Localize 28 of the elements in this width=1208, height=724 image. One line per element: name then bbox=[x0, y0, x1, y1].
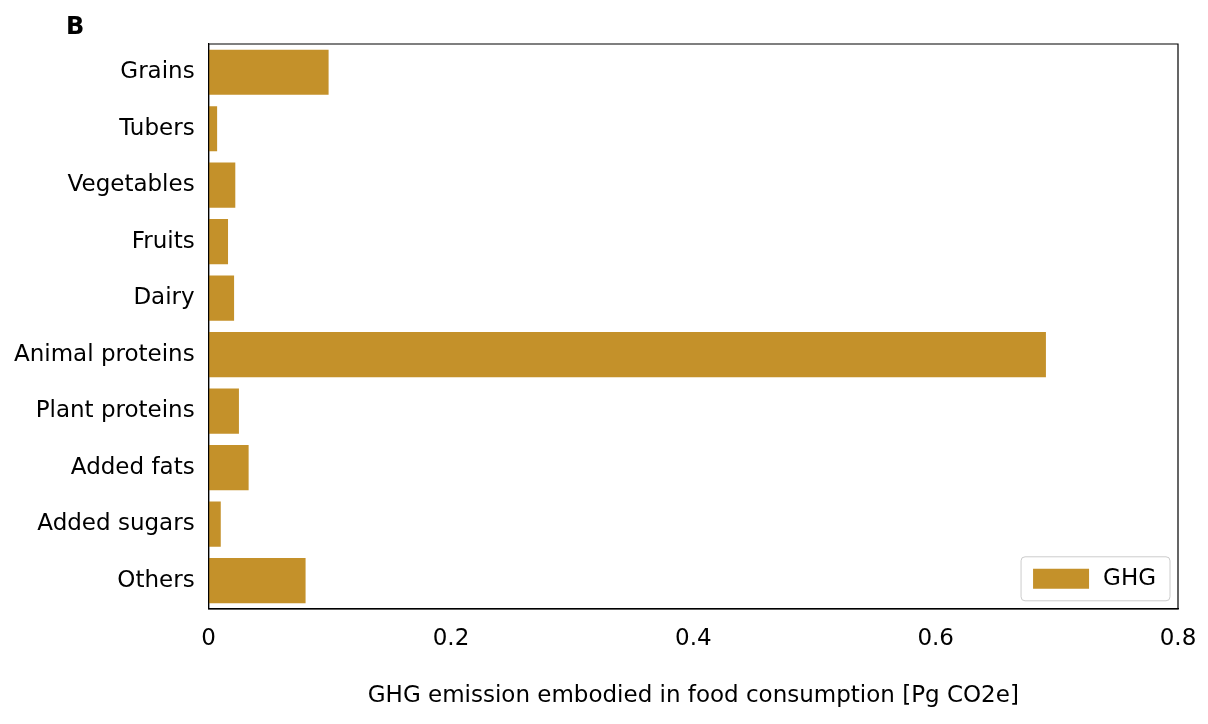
x-tick-label: 0.4 bbox=[675, 623, 712, 650]
x-tick-label: 0 bbox=[201, 623, 216, 650]
x-axis-title: GHG emission embodied in food consumption [Pg CO2e] bbox=[367, 681, 1019, 708]
y-tick-label: Animal proteins bbox=[13, 339, 195, 366]
bar bbox=[208, 501, 221, 547]
y-tick-label: Added sugars bbox=[37, 509, 195, 536]
bar bbox=[208, 49, 329, 95]
legend-label: GHG bbox=[1103, 563, 1157, 590]
bar bbox=[208, 219, 229, 265]
bar bbox=[208, 388, 239, 434]
text: B bbox=[66, 12, 85, 41]
bar bbox=[208, 162, 236, 208]
bar bbox=[208, 557, 306, 604]
bar bbox=[208, 445, 249, 491]
bar bbox=[208, 275, 235, 321]
x-tick-label: 0.8 bbox=[1159, 623, 1197, 650]
y-tick-label: Added fats bbox=[70, 452, 195, 479]
y-tick-label: Fruits bbox=[131, 226, 195, 253]
x-tick-label: 0.2 bbox=[432, 623, 470, 650]
y-tick-label: Dairy bbox=[133, 283, 195, 310]
y-tick-label: Plant proteins bbox=[35, 396, 195, 423]
x-tick-label: 0.6 bbox=[917, 623, 954, 650]
y-tick-label: Grains bbox=[120, 57, 195, 84]
y-tick-label: Vegetables bbox=[67, 170, 195, 197]
y-tick-label: Tubers bbox=[118, 113, 195, 140]
y-tick-label: Others bbox=[117, 565, 195, 592]
bar bbox=[208, 332, 1046, 378]
bar bbox=[208, 106, 218, 152]
